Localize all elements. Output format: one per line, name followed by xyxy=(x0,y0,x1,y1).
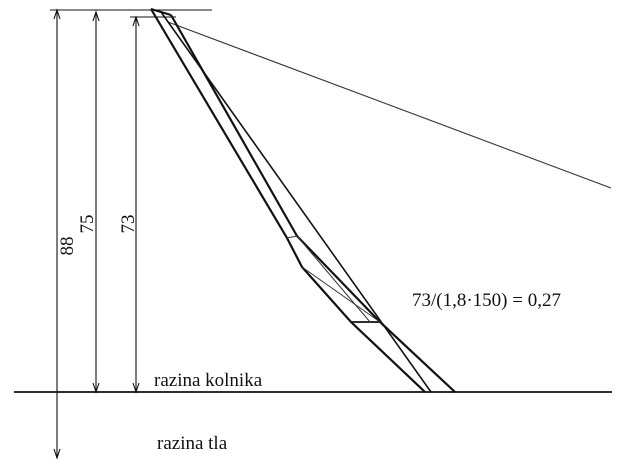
ground-level-label: razina tla xyxy=(157,433,228,454)
sight-line xyxy=(167,21,612,189)
dimension-75-value: 75 xyxy=(77,215,98,234)
road-level-label: razina kolnika xyxy=(154,370,263,391)
barrier-inner-edge xyxy=(160,11,432,393)
slope-formula: 73/(1,8·150) = 0,27 xyxy=(412,290,561,311)
dimension-88 xyxy=(50,8,212,459)
barrier-profile xyxy=(150,7,456,393)
dimension-75-arrow-top xyxy=(92,10,100,22)
dimension-75 xyxy=(92,10,100,394)
dimension-88-arrow-top xyxy=(53,8,61,20)
dimension-73-value: 73 xyxy=(118,215,139,234)
dimension-88-value: 88 xyxy=(57,237,78,256)
dimension-73 xyxy=(130,15,176,394)
barrier-thin-connector-2 xyxy=(296,235,371,323)
dimension-73-arrow-top xyxy=(132,15,140,27)
barrier-right-outline xyxy=(170,14,456,393)
barrier-thin-connector-1 xyxy=(286,235,298,239)
dimension-88-arrow-bottom xyxy=(53,448,61,459)
barrier-thin-connector-3 xyxy=(301,266,381,323)
